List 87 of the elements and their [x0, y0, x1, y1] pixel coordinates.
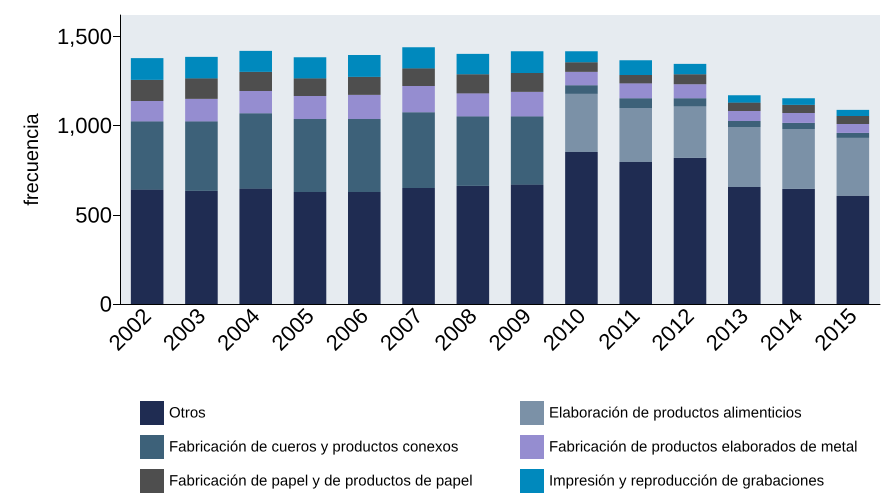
- legend-label: Otros: [169, 404, 206, 422]
- bar: [239, 50, 272, 72]
- bar: [348, 54, 381, 77]
- bar: [674, 74, 706, 84]
- bar: [782, 98, 815, 105]
- bar: [239, 90, 272, 114]
- bar: [294, 57, 326, 78]
- bar: [456, 186, 490, 304]
- bar: [565, 51, 598, 62]
- bar: [185, 78, 218, 99]
- bar: [782, 104, 815, 113]
- bar: [510, 92, 544, 116]
- bar: [565, 72, 598, 86]
- bar: [402, 47, 435, 68]
- bar: [674, 84, 706, 98]
- bar: [619, 162, 652, 304]
- bar: [130, 190, 164, 304]
- bar: [836, 110, 870, 116]
- bar: [294, 192, 326, 304]
- legend-label: Fabricación de papel y de productos de papel: [169, 472, 473, 490]
- bar: [510, 51, 544, 73]
- bar: [510, 72, 544, 92]
- bar: [294, 78, 326, 96]
- bar: [130, 80, 164, 101]
- bar: [402, 188, 435, 304]
- y-tick-label: 1,500: [56, 24, 112, 49]
- bar: [565, 85, 598, 94]
- bar: [239, 72, 272, 91]
- bar: [239, 188, 272, 304]
- bar: [402, 68, 435, 86]
- bar: [782, 122, 815, 129]
- bar: [402, 86, 435, 112]
- bar: [619, 108, 652, 162]
- bar: [728, 120, 761, 128]
- legend-label: Elaboración de productos alimenticios: [549, 404, 802, 422]
- bar: [565, 94, 598, 152]
- bar: [565, 62, 598, 72]
- bar: [239, 113, 272, 189]
- bar: [728, 127, 761, 187]
- bar: [674, 98, 706, 106]
- bar: [782, 128, 815, 189]
- bar: [674, 64, 706, 74]
- bar: [130, 100, 164, 122]
- bar: [456, 116, 490, 186]
- bar: [836, 138, 870, 196]
- legend-label: Fabricación de cueros y productos conexos: [169, 438, 458, 456]
- bar: [456, 54, 490, 74]
- bar: [728, 110, 761, 121]
- bar: [348, 119, 381, 192]
- bar: [836, 132, 870, 138]
- y-tick-label: 1,000: [56, 113, 112, 138]
- legend-label: Fabricación de productos elaborados de metal: [549, 438, 858, 456]
- bar: [348, 192, 381, 304]
- bar: [185, 98, 218, 122]
- y-axis-title: frecuencia: [21, 112, 43, 206]
- bar: [728, 186, 761, 304]
- bar: [185, 190, 218, 304]
- bar: [728, 102, 761, 111]
- bar: [185, 56, 218, 78]
- bar: [619, 74, 652, 84]
- bar: [619, 83, 652, 98]
- bar: [130, 58, 164, 80]
- bar: [836, 124, 870, 133]
- bar: [674, 158, 706, 304]
- bar: [510, 184, 544, 304]
- bar: [130, 121, 164, 190]
- y-tick-label: 0: [100, 292, 112, 316]
- legend-label: Impresión y reproducción de grabaciones: [549, 472, 824, 490]
- bar: [565, 152, 598, 304]
- bar: [348, 94, 381, 120]
- bar: [619, 60, 652, 75]
- bar: [836, 116, 870, 124]
- bar: [294, 119, 326, 192]
- bar: [348, 76, 381, 95]
- bar: [782, 188, 815, 304]
- bar: [674, 106, 706, 158]
- bar: [728, 95, 761, 103]
- bar: [836, 196, 870, 304]
- y-tick-label: 500: [75, 202, 112, 228]
- bar: [456, 74, 490, 94]
- bar: [294, 96, 326, 120]
- bar: [782, 112, 815, 123]
- bar: [456, 93, 490, 116]
- bar: [619, 98, 652, 108]
- bar: [185, 121, 218, 191]
- bar: [402, 112, 435, 188]
- bar: [510, 116, 544, 185]
